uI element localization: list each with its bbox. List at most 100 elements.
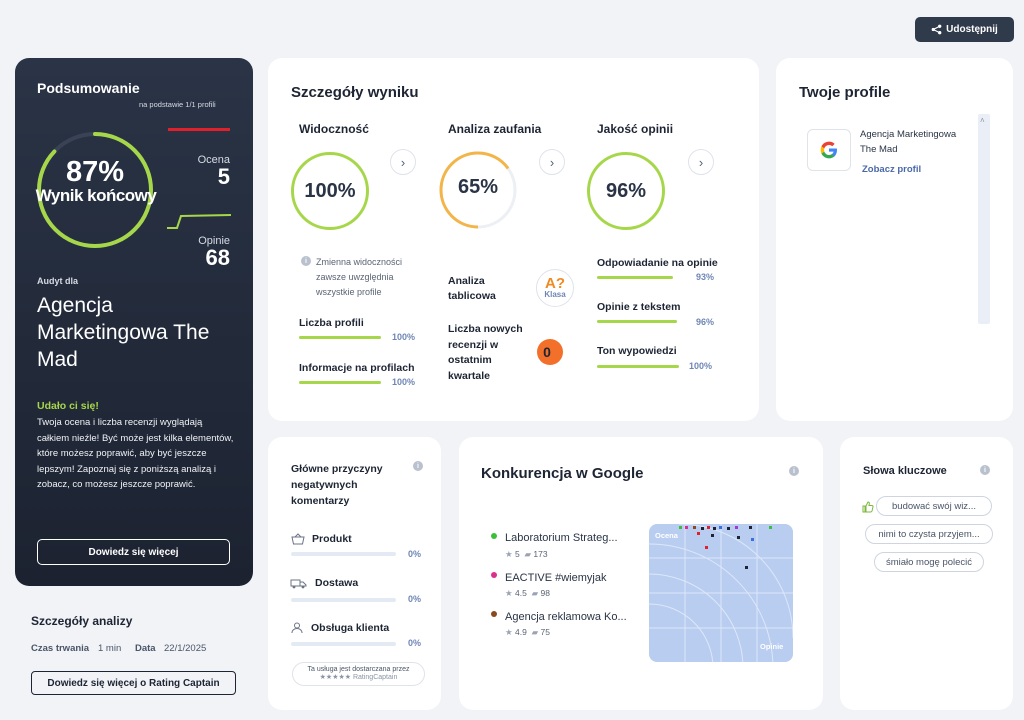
profiles-count-pct: 100% bbox=[392, 332, 416, 342]
info-icon: i bbox=[980, 465, 990, 475]
keyword-chip[interactable]: śmiało mogę polecić bbox=[874, 552, 984, 572]
comment-icon: ▰ bbox=[531, 588, 539, 598]
reviews-value: 68 bbox=[205, 245, 230, 270]
delivery-bar bbox=[291, 598, 396, 602]
visibility-title: Widoczność bbox=[299, 122, 369, 136]
rating-captain-button[interactable]: Dowiedz się więcej o Rating Captain bbox=[31, 671, 236, 695]
visibility-arrow-button[interactable]: › bbox=[390, 149, 416, 175]
chevron-right-icon: › bbox=[400, 154, 406, 170]
competitor-reviews: 75 bbox=[540, 627, 550, 637]
trust-arrow-button[interactable]: › bbox=[539, 149, 565, 175]
text-reviews-pct: 96% bbox=[696, 317, 715, 327]
comment-icon: ▰ bbox=[524, 549, 532, 559]
profile-info-label: Informacje na profilach bbox=[299, 362, 415, 374]
negatives-card: Główne przyczyny negatywnych komentarzy … bbox=[268, 437, 441, 710]
tone-label: Ton wypowiedzi bbox=[597, 345, 677, 357]
details-title: Szczegóły wyniku bbox=[291, 84, 419, 101]
info-icon: i bbox=[301, 256, 311, 266]
provider-name: RatingCaptain bbox=[352, 674, 398, 681]
class-badge-letter: A? bbox=[545, 275, 565, 292]
duration-value: 1 min bbox=[98, 643, 122, 654]
date-value: 22/1/2025 bbox=[164, 643, 207, 654]
rating-line bbox=[168, 128, 230, 131]
negatives-title: Główne przyczyny negatywnych komentarzy bbox=[291, 463, 383, 507]
scroll-up-icon[interactable]: ˄ bbox=[980, 116, 985, 125]
new-reviews-value: 0 bbox=[543, 344, 551, 360]
keyword-chip[interactable]: budować swój wiz... bbox=[876, 496, 992, 516]
visibility-ring: 100% bbox=[291, 152, 369, 230]
competitor-name[interactable]: Laboratorium Strateg... bbox=[505, 532, 618, 544]
share-button[interactable]: Udostępnij bbox=[915, 17, 1014, 42]
competitor-reviews: 98 bbox=[540, 588, 550, 598]
profile-name: Agencja Marketingowa The Mad bbox=[860, 129, 957, 155]
google-logo bbox=[807, 129, 851, 171]
profiles-title: Twoje profile bbox=[799, 84, 891, 101]
quality-ring: 96% bbox=[587, 152, 665, 230]
company-name: Agencja Marketingowa The Mad bbox=[37, 294, 210, 371]
text-reviews-bar bbox=[597, 320, 677, 323]
competitor-dot bbox=[491, 533, 497, 539]
plot-axis-bottom: Opinie bbox=[760, 642, 784, 651]
competitor-dot bbox=[491, 611, 497, 617]
info-icon: i bbox=[413, 461, 423, 471]
google-icon bbox=[820, 141, 837, 159]
quality-value: 96% bbox=[605, 179, 647, 202]
audit-for-label: Audyt dla bbox=[37, 276, 79, 286]
competitor-dot bbox=[491, 572, 497, 578]
delivery-label: Dostawa bbox=[315, 577, 359, 589]
comment-icon: ▰ bbox=[531, 627, 539, 637]
rating-label: Ocena bbox=[197, 154, 230, 166]
competition-card: Konkurencja w Google i Laboratorium Stra… bbox=[459, 437, 823, 710]
visibility-value: 100% bbox=[304, 179, 356, 202]
date-label: Data bbox=[135, 643, 156, 654]
score-details-card: Szczegóły wyniku Widoczność 100% › i Zmi… bbox=[268, 58, 759, 421]
rating-value: 5 bbox=[217, 164, 230, 189]
competitor-stats: ★ 4.5 ▰ 98 bbox=[505, 588, 550, 599]
profiles-scrollbar[interactable]: ˄ bbox=[978, 114, 990, 324]
thumbs-up-icon bbox=[862, 501, 874, 513]
truck-icon bbox=[290, 579, 307, 589]
trust-title: Analiza zaufania bbox=[448, 122, 542, 136]
keyword-chip[interactable]: nimi to czysta przyjem... bbox=[865, 524, 993, 544]
class-badge-label: Klasa bbox=[544, 290, 566, 299]
view-profile-link[interactable]: Zobacz profil bbox=[862, 164, 922, 175]
success-title: Udało ci się! bbox=[37, 400, 99, 412]
reviews-trend-line bbox=[167, 214, 231, 229]
product-label: Produkt bbox=[312, 533, 352, 545]
responding-pct: 93% bbox=[696, 272, 715, 282]
competitor-stats: ★ 5 ▰ 173 bbox=[505, 549, 548, 560]
summary-panel: Podsumowanie na podstawie 1/1 profili 87… bbox=[15, 58, 253, 586]
product-pct: 0% bbox=[408, 549, 422, 559]
learn-more-button[interactable]: Dowiedz się więcej bbox=[37, 539, 230, 565]
delivery-pct: 0% bbox=[408, 594, 422, 604]
plot-axis-top: Ocena bbox=[655, 531, 678, 540]
competitor-name[interactable]: EACTIVE #wiemyjak bbox=[505, 572, 607, 584]
trust-value: 65% bbox=[457, 176, 499, 198]
product-bar bbox=[291, 552, 396, 556]
summary-basis: na podstawie 1/1 profili bbox=[139, 100, 216, 109]
info-icon: i bbox=[789, 466, 799, 476]
responding-bar bbox=[597, 276, 673, 279]
basket-icon bbox=[291, 533, 305, 545]
competition-scatter-plot bbox=[649, 524, 793, 662]
star-icon: ★ bbox=[505, 588, 513, 598]
star-icon: ★ bbox=[505, 627, 513, 637]
responding-label: Odpowiadanie na opinie bbox=[597, 257, 718, 269]
keywords-card: Słowa kluczowe i budować swój wiz... nim… bbox=[840, 437, 1013, 710]
customer-service-bar bbox=[291, 642, 396, 646]
person-icon bbox=[291, 622, 303, 634]
share-icon bbox=[931, 24, 942, 35]
text-reviews-label: Opinie z tekstem bbox=[597, 301, 681, 313]
customer-service-pct: 0% bbox=[408, 638, 422, 648]
provider-badge[interactable]: Ta usługa jest dostarczana przez ★★★★★ R… bbox=[292, 662, 425, 686]
share-label: Udostępnij bbox=[946, 24, 998, 35]
tone-bar bbox=[597, 365, 679, 368]
competitor-rating: 4.9 bbox=[515, 627, 527, 637]
competitor-rating: 5 bbox=[515, 549, 520, 559]
star-icon: ★ bbox=[505, 549, 513, 559]
provider-logo: ★★★★★ RatingCaptain bbox=[319, 674, 398, 681]
quality-arrow-button[interactable]: › bbox=[688, 149, 714, 175]
keywords-title: Słowa kluczowe bbox=[863, 465, 947, 477]
new-reviews-label: Liczba nowych recenzji w ostatnim kwarta… bbox=[448, 323, 523, 382]
competitor-name[interactable]: Agencja reklamowa Ko... bbox=[505, 611, 627, 623]
